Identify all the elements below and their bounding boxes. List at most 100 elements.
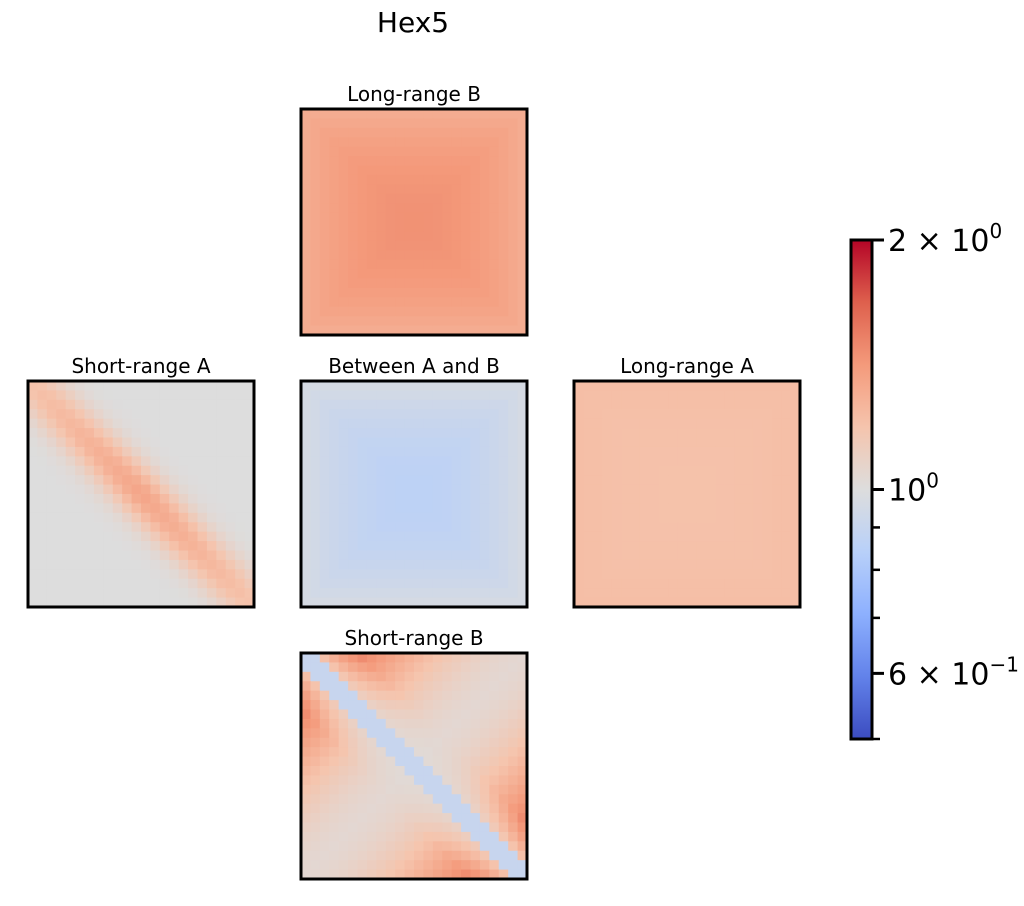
- heatmap-cell: [442, 681, 453, 692]
- heatmap-cell: [366, 325, 377, 336]
- heatmap-cell: [705, 522, 716, 533]
- heatmap-cell: [479, 662, 490, 673]
- heatmap-cell: [461, 522, 472, 533]
- heatmap-cell: [470, 690, 481, 701]
- heatmap-cell: [479, 775, 490, 786]
- heatmap-cell: [310, 653, 321, 664]
- heatmap-cell: [621, 475, 632, 486]
- heatmap-cell: [752, 541, 763, 552]
- heatmap-cell: [602, 409, 613, 420]
- heatmap-cell: [489, 766, 500, 777]
- heatmap-cell: [414, 541, 425, 552]
- heatmap-cell: [319, 559, 330, 570]
- heatmap-cell: [338, 756, 349, 767]
- heatmap-cell: [225, 465, 236, 476]
- heatmap-cell: [639, 456, 650, 467]
- heatmap-cell: [329, 728, 340, 739]
- heatmap-cell: [159, 456, 170, 467]
- heatmap-cell: [404, 127, 415, 138]
- heatmap-cell: [432, 569, 443, 580]
- heatmap-cell: [338, 399, 349, 410]
- heatmap-cell: [357, 569, 368, 580]
- heatmap-cell: [508, 869, 519, 880]
- heatmap-cell: [357, 541, 368, 552]
- heatmap-cell: [366, 803, 377, 814]
- heatmap-cell: [479, 700, 490, 711]
- heatmap-cell: [131, 418, 142, 429]
- heatmap-cell: [451, 297, 462, 308]
- heatmap-cell: [479, 841, 490, 852]
- heatmap-cell: [489, 718, 500, 729]
- heatmap-cell: [376, 822, 387, 833]
- heatmap-cell: [479, 174, 490, 185]
- heatmap-cell: [658, 456, 669, 467]
- heatmap-cell: [479, 203, 490, 214]
- heatmap-cell: [329, 156, 340, 167]
- heatmap-cell: [385, 465, 396, 476]
- heatmap-cell: [414, 709, 425, 720]
- heatmap-cell: [470, 737, 481, 748]
- heatmap-cell: [46, 494, 57, 505]
- heatmap-cell: [517, 522, 528, 533]
- heatmap-cell: [508, 522, 519, 533]
- heatmap-cell: [621, 399, 632, 410]
- heatmap-cell: [517, 484, 528, 495]
- heatmap-cell: [65, 550, 76, 561]
- heatmap-cell: [517, 137, 528, 148]
- heatmap-cell: [28, 550, 39, 561]
- heatmap-cell: [385, 325, 396, 336]
- panel-frame: [26, 379, 256, 609]
- heatmap-cell: [169, 465, 180, 476]
- heatmap-cell: [310, 174, 321, 185]
- heatmap-cell: [705, 399, 716, 410]
- heatmap-cell: [498, 146, 509, 157]
- heatmap-cell: [366, 165, 377, 176]
- heatmap-cell: [169, 381, 180, 392]
- heatmap-cell: [451, 569, 462, 580]
- heatmap-cell: [470, 390, 481, 401]
- heatmap-cell: [244, 484, 255, 495]
- heatmap-cell: [348, 428, 359, 439]
- heatmap-cell: [498, 418, 509, 429]
- heatmap-cell: [432, 578, 443, 589]
- heatmap-cell: [687, 578, 698, 589]
- heatmap-cell: [461, 390, 472, 401]
- heatmap-cell: [423, 409, 434, 420]
- heatmap-cell: [461, 156, 472, 167]
- heatmap-cell: [310, 531, 321, 542]
- heatmap-cell: [498, 231, 509, 242]
- heatmap-cell: [461, 813, 472, 824]
- heatmap-cell: [423, 597, 434, 608]
- heatmap-cell: [385, 174, 396, 185]
- heatmap-cell: [574, 437, 585, 448]
- heatmap-cell: [508, 259, 519, 270]
- heatmap-cell: [348, 146, 359, 157]
- heatmap-cell: [235, 409, 246, 420]
- heatmap-cell: [696, 399, 707, 410]
- heatmap-cell: [169, 541, 180, 552]
- heatmap-cell: [141, 578, 152, 589]
- heatmap-cell: [310, 390, 321, 401]
- heatmap-cell: [319, 728, 330, 739]
- heatmap-cell: [37, 399, 48, 410]
- heatmap-cell: [517, 456, 528, 467]
- heatmap-cell: [442, 193, 453, 204]
- heatmap-cell: [470, 850, 481, 861]
- heatmap-cell: [715, 428, 726, 439]
- heatmap-cell: [442, 531, 453, 542]
- heatmap-cell: [649, 522, 660, 533]
- heatmap-cell: [28, 559, 39, 570]
- heatmap-cell: [150, 428, 161, 439]
- heatmap-cell: [169, 559, 180, 570]
- heatmap-cell: [404, 475, 415, 486]
- heatmap-cell: [141, 503, 152, 514]
- heatmap-cell: [197, 569, 208, 580]
- heatmap-cell: [244, 494, 255, 505]
- heatmap-cell: [432, 869, 443, 880]
- heatmap-cell: [301, 250, 312, 261]
- heatmap-cell: [56, 569, 67, 580]
- heatmap-cell: [630, 578, 641, 589]
- heatmap-cell: [734, 409, 745, 420]
- panel-frame: [299, 651, 529, 881]
- heatmap-cell: [310, 671, 321, 682]
